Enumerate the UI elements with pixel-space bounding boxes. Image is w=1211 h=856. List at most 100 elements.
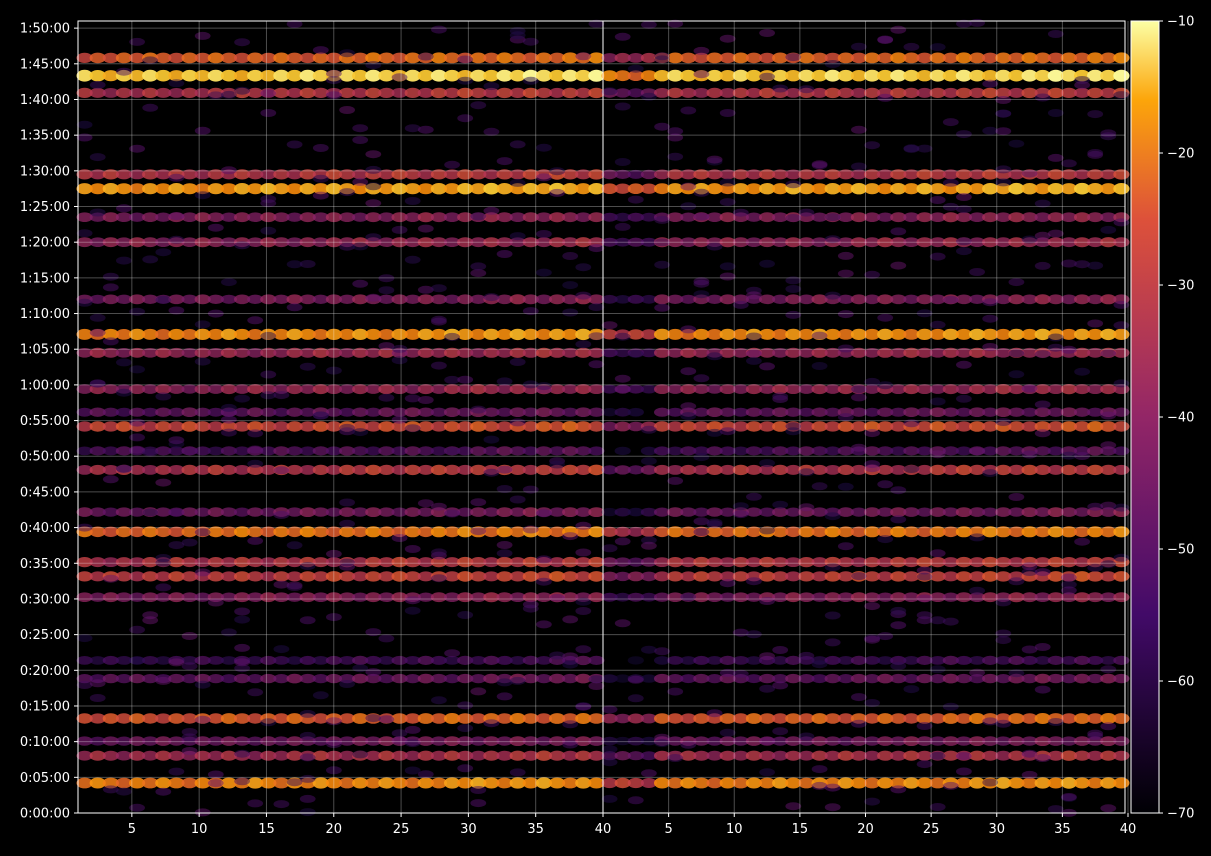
- heatmap-cell: [1113, 69, 1130, 82]
- heatmap-cell: [772, 713, 789, 724]
- colorbar-tick-label: −50: [1167, 543, 1194, 558]
- heatmap-cell: [365, 592, 382, 603]
- heatmap-cell: [430, 237, 447, 248]
- heatmap-cell: [352, 87, 369, 98]
- heatmap-cell: [1087, 319, 1104, 328]
- heatmap-cell: [1021, 645, 1038, 654]
- heatmap-cell: [378, 183, 395, 195]
- heatmap-cell: [601, 237, 618, 247]
- heatmap-cell: [995, 237, 1012, 248]
- heatmap-cell: [785, 88, 802, 98]
- heatmap-cell: [522, 237, 539, 248]
- heatmap-cell: [207, 446, 224, 456]
- heatmap-cell: [325, 169, 342, 180]
- heatmap-cell: [365, 328, 382, 340]
- heatmap-cell: [404, 294, 421, 304]
- heatmap-cell: [391, 673, 408, 684]
- heatmap-cell: [588, 682, 605, 690]
- heatmap-cell: [404, 606, 421, 615]
- heatmap-cell: [352, 526, 369, 538]
- heatmap-cell: [496, 347, 513, 358]
- heatmap-cell: [325, 526, 342, 538]
- heatmap-cell: [864, 87, 881, 98]
- heatmap-cell: [234, 212, 251, 223]
- heatmap-cell: [995, 165, 1012, 174]
- heatmap-cell: [601, 544, 618, 553]
- heatmap-cell: [969, 169, 986, 180]
- heatmap-cell: [220, 674, 237, 684]
- heatmap-cell: [614, 374, 631, 383]
- heatmap-cell: [234, 347, 251, 358]
- heatmap-cell: [483, 592, 500, 603]
- plot-frame: [77, 20, 1126, 814]
- heatmap-cell: [299, 571, 316, 582]
- heatmap-cell: [811, 765, 828, 774]
- x-tick-label: 40: [595, 822, 612, 837]
- heatmap-cell: [667, 592, 684, 602]
- heatmap-cell: [929, 526, 946, 538]
- heatmap-cell: [916, 736, 933, 746]
- heatmap-cell: [312, 713, 329, 724]
- heatmap-cell: [1060, 169, 1077, 180]
- heatmap-cell: [404, 384, 421, 394]
- heatmap-cell: [115, 674, 132, 684]
- heatmap-cell: [273, 777, 290, 789]
- heatmap-cell: [457, 556, 474, 568]
- heatmap-cell: [509, 358, 526, 366]
- heatmap-cell: [155, 464, 172, 475]
- heatmap-cell: [207, 91, 224, 100]
- heatmap-cell: [444, 332, 460, 341]
- heatmap-cell: [745, 507, 763, 517]
- heatmap-cell: [129, 365, 146, 374]
- heatmap-cell: [378, 342, 395, 351]
- heatmap-cell: [431, 25, 447, 34]
- heatmap-cell: [732, 656, 749, 665]
- heatmap-cell: [352, 750, 369, 759]
- heatmap-cell: [1113, 553, 1130, 562]
- heatmap-cell: [719, 384, 736, 394]
- heatmap-cell: [811, 446, 828, 456]
- heatmap-cell: [391, 556, 408, 568]
- heatmap-cell: [995, 96, 1012, 104]
- heatmap-cell: [194, 237, 211, 248]
- heatmap-cell: [850, 655, 868, 666]
- heatmap-cell: [929, 571, 946, 582]
- heatmap-cell: [903, 656, 920, 665]
- heatmap-cell: [457, 237, 474, 248]
- heatmap-cell: [1047, 736, 1064, 746]
- heatmap-cell: [194, 31, 211, 40]
- heatmap-cell: [417, 557, 434, 568]
- heatmap-cell: [798, 183, 815, 195]
- heatmap-cell: [168, 526, 185, 537]
- heatmap-cell: [640, 778, 658, 788]
- heatmap-cell: [129, 328, 146, 340]
- heatmap-cell: [470, 799, 487, 808]
- heatmap-cell: [76, 557, 93, 568]
- heatmap-cell: [457, 384, 474, 394]
- heatmap-cell: [273, 557, 290, 568]
- heatmap-cell: [614, 222, 631, 231]
- heatmap-cell: [549, 87, 566, 98]
- heatmap-cell: [877, 328, 894, 340]
- heatmap-cell: [430, 556, 447, 568]
- heatmap-cell: [509, 178, 526, 187]
- heatmap-cell: [837, 736, 854, 746]
- heatmap-cell: [1047, 673, 1064, 684]
- heatmap-cell: [759, 347, 776, 358]
- heatmap-cell: [772, 329, 789, 340]
- heatmap-cell: [706, 428, 723, 437]
- heatmap-cell: [706, 526, 723, 538]
- x-tick-label: 5: [664, 822, 672, 837]
- heatmap-cell: [181, 348, 198, 358]
- heatmap-cell: [207, 464, 224, 476]
- heatmap-cell: [378, 464, 395, 475]
- heatmap-cell: [1021, 347, 1038, 358]
- heatmap-cell: [89, 777, 106, 789]
- heatmap-cell: [286, 421, 303, 432]
- heatmap-cell: [745, 736, 763, 746]
- heatmap-cell: [785, 592, 802, 603]
- y-tick-label: 1:00:00: [20, 378, 70, 393]
- heatmap-cell: [404, 713, 421, 724]
- heatmap-cell: [391, 328, 408, 340]
- heatmap-cell: [575, 340, 592, 349]
